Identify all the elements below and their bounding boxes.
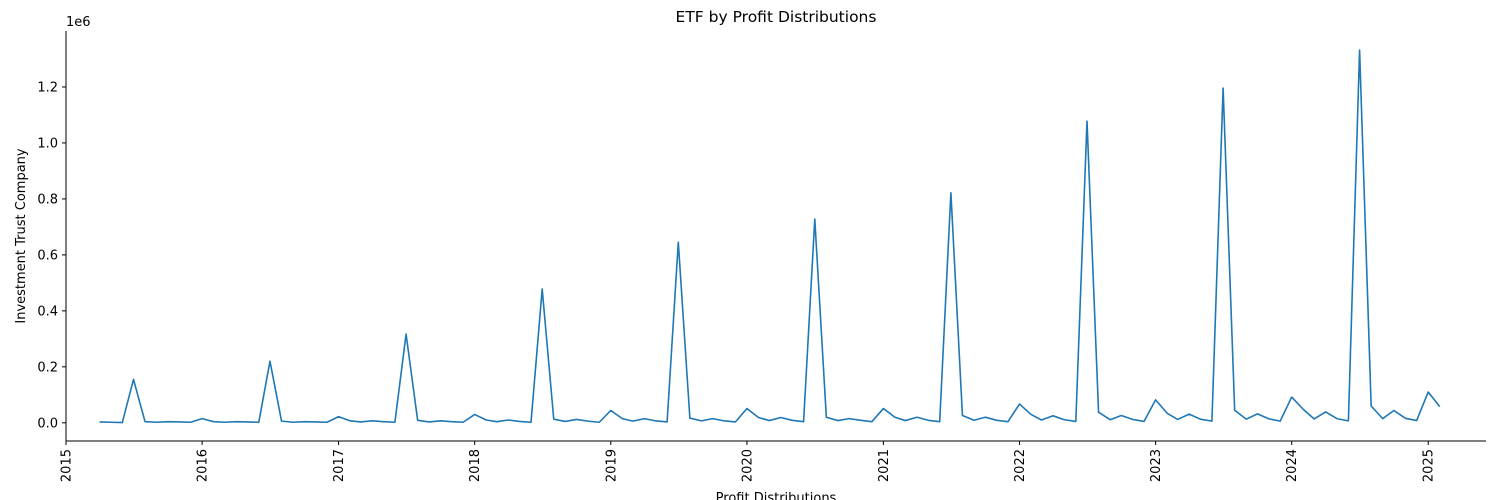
x-tick-label: 2015 [60,449,75,482]
chart-title: ETF by Profit Distributions [676,8,877,26]
series-layer [99,49,1441,424]
x-tick-label: 2017 [332,449,347,482]
y-tick-label: 0.2 [37,360,58,375]
x-tick-label: 2016 [196,449,211,482]
x-axis-label: Profit Distributions [716,491,837,500]
x-axis-ticks: 2015 2016 2017 2018 2019 2020 2021 2022 2023 2024… [60,441,1437,482]
y-tick-label: 1.2 [37,80,58,95]
x-tick-label: 2020 [740,449,755,482]
x-tick-label: 2018 [468,449,483,482]
y-tick-label: 0.0 [37,416,58,431]
x-tick-label: 2019 [604,449,619,482]
x-tick-label: 2024 [1285,449,1300,482]
y-tick-label: 0.6 [37,248,58,263]
x-tick-label: 2022 [1013,449,1028,482]
y-multiplier-label: 1e6 [66,15,91,30]
x-tick-label: 2023 [1149,449,1164,482]
y-axis-ticks: 0.0 0.2 0.4 0.6 0.8 1.0 1.2 [37,80,66,431]
y-tick-label: 0.8 [37,192,58,207]
x-tick-label: 2025 [1422,449,1437,482]
y-axis-label: Investment Trust Company [14,148,29,324]
y-tick-label: 1.0 [37,136,58,151]
series-line [99,49,1441,424]
y-tick-label: 0.4 [37,304,58,319]
x-tick-label: 2021 [877,449,892,482]
